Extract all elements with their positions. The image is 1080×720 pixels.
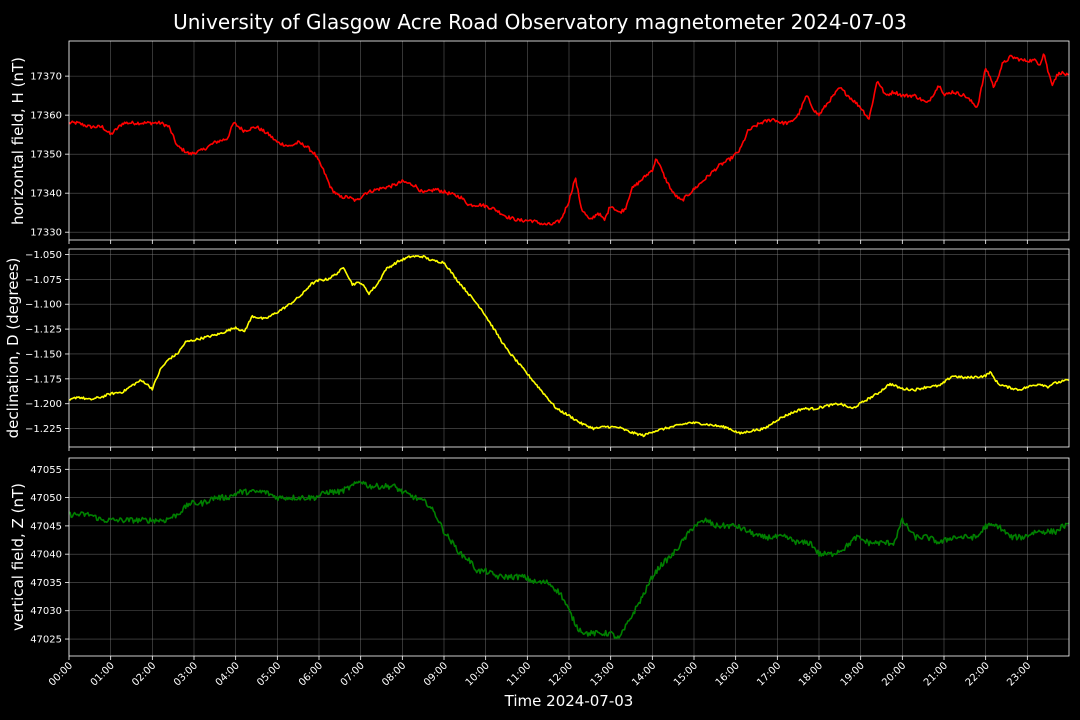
vertical-field-ylabel: vertical field, Z (nT) [9, 483, 27, 631]
vertical-field-ytick-label: 47040 [30, 550, 62, 561]
time-axis-label: Time 2024-07-03 [504, 692, 634, 710]
horizontal-field-ylabel: horizontal field, H (nT) [9, 57, 27, 225]
declination-ytick-label: −1.125 [25, 325, 62, 336]
vertical-field-panel: vertical field, Z (nT) 47025 47030 47035 47… [9, 457, 1070, 660]
declination-ytick-label: −1.050 [25, 250, 62, 261]
horizontal-field-ytick-label: 17340 [30, 189, 62, 200]
vertical-field-ytick-label: 47055 [30, 465, 62, 476]
horizontal-field-series-line [68, 53, 1070, 226]
declination-ylabel: declination, D (degrees) [4, 258, 22, 439]
horizontal-field-ytick-label: 17370 [30, 72, 62, 83]
vertical-field-ytick-label: 47045 [30, 521, 62, 532]
horizontal-field-plot-frame [68, 40, 1070, 241]
declination-plot-frame [68, 248, 1070, 448]
figure-title: University of Glasgow Acre Road Observat… [173, 10, 907, 34]
declination-ytick-label: −1.225 [25, 424, 62, 435]
declination-ytick-label: −1.150 [25, 349, 62, 360]
declination-panel: declination, D (degrees) −1.225 −1.200 −1.… [4, 248, 1070, 451]
declination-ytick-label: −1.100 [25, 300, 62, 311]
declination-series-line [68, 254, 1070, 438]
horizontal-field-ytick-label: 17350 [30, 150, 62, 161]
vertical-field-ytick-label: 47050 [30, 493, 62, 504]
vertical-field-plot-frame [68, 457, 1070, 657]
horizontal-field-panel: horizontal field, H (nT) 17330 17340 17350… [9, 40, 1070, 244]
vertical-field-ytick-label: 47035 [30, 578, 62, 589]
horizontal-field-ytick-label: 17330 [30, 228, 62, 239]
vertical-field-ytick-label: 47025 [30, 635, 62, 646]
declination-ytick-label: −1.200 [25, 399, 62, 410]
declination-ytick-label: −1.075 [25, 275, 62, 286]
declination-ytick-label: −1.175 [25, 374, 62, 385]
horizontal-field-ytick-label: 17360 [30, 111, 62, 122]
vertical-field-series-line [68, 480, 1070, 640]
vertical-field-ytick-label: 47030 [30, 606, 62, 617]
